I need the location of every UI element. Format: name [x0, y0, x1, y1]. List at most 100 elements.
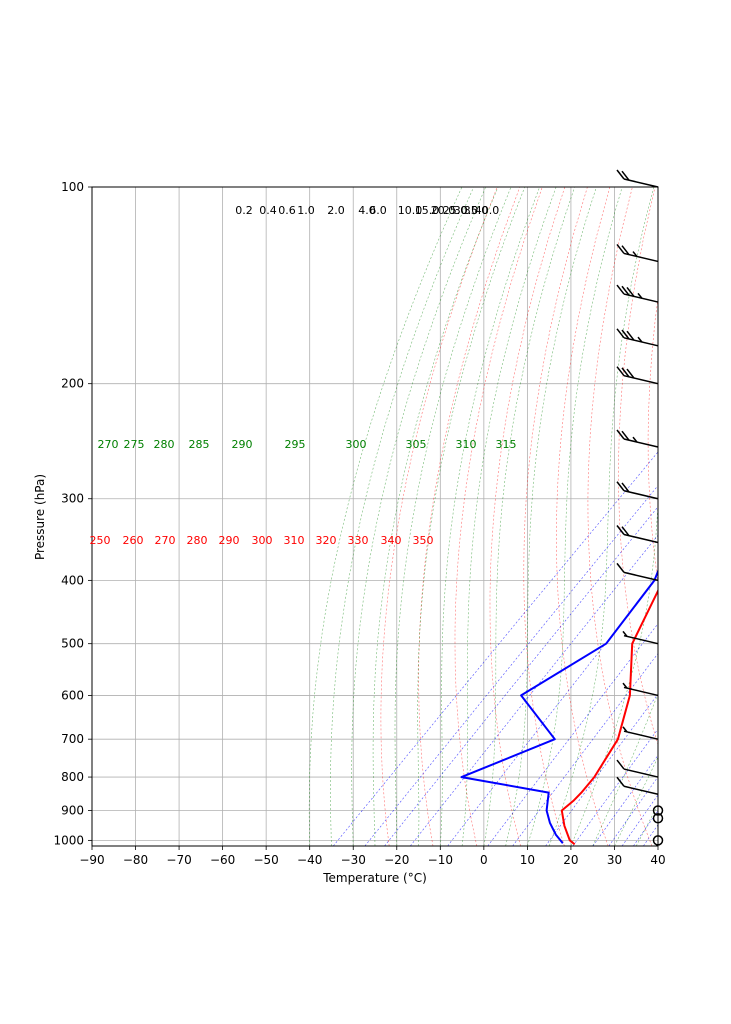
barb-feather — [616, 759, 625, 770]
wind-barb — [622, 630, 659, 645]
wind-barb — [616, 169, 659, 188]
mixing-ratio-label: 4.0 — [358, 204, 376, 217]
barb-feather — [616, 776, 625, 787]
mixing-ratio-line — [633, 810, 658, 846]
dry-adiabat-line — [489, 187, 566, 846]
moist-adiabat-label: 295 — [285, 438, 306, 451]
y-tick-label: 900 — [61, 803, 84, 817]
mixing-ratio-line — [410, 534, 658, 846]
barb-feather — [616, 284, 625, 295]
y-tick-label: 100 — [61, 180, 84, 194]
dry-adiabat-label: 250 — [90, 534, 111, 547]
dry-adiabat-line — [618, 187, 658, 746]
dry-adiabat-label: 340 — [381, 534, 402, 547]
mixing-ratio-line — [333, 451, 658, 846]
wind-barb — [652, 813, 664, 824]
mixing-ratio-line — [592, 754, 658, 846]
wind-barb — [616, 243, 659, 263]
y-axis-title: Pressure (hPa) — [33, 474, 47, 560]
x-tick-label: −70 — [166, 853, 191, 867]
barb-feather — [626, 330, 635, 341]
dry-adiabat-label: 260 — [123, 534, 144, 547]
calm-circle — [652, 835, 664, 846]
barb-staff — [623, 686, 659, 697]
mixing-ratio-line — [608, 776, 658, 846]
y-tick-label: 600 — [61, 688, 84, 702]
barb-half-feather — [637, 292, 643, 299]
moist-adiabat-line — [614, 756, 658, 846]
x-tick-label: −30 — [341, 853, 366, 867]
barb-half-feather — [637, 336, 643, 343]
moist-adiabat-label: 310 — [456, 438, 477, 451]
dewpoint-profile-line — [460, 568, 658, 844]
mixing-ratio-line — [621, 794, 658, 846]
moist-adiabat-line — [417, 187, 526, 846]
barb-staff — [623, 634, 659, 645]
mixing-ratio-label: 20.0 — [431, 204, 456, 217]
calm-circle — [652, 805, 664, 816]
dry-adiabat-label: 270 — [155, 534, 176, 547]
wind-barb — [652, 805, 664, 816]
moist-adiabat-line — [505, 187, 597, 846]
barb-feather — [621, 170, 630, 181]
x-tick-label: −80 — [123, 853, 148, 867]
axis-ticks: −90 −80 −70 −60 −50 −40 −30 −20 −10 0 10 20 30 40 100 2… — [53, 180, 665, 867]
x-tick-label: −50 — [253, 853, 278, 867]
moist-adiabat-line — [394, 187, 512, 846]
barb-feather — [621, 430, 630, 441]
dry-adiabat-line — [677, 187, 731, 846]
wind-barbs — [616, 169, 664, 846]
mixing-ratio-label: 2.0 — [327, 204, 345, 217]
barb-feather — [621, 285, 630, 296]
dry-adiabat-line — [454, 187, 543, 846]
mixing-ratio-label: 30.0 — [454, 204, 479, 217]
wind-barb — [616, 284, 659, 303]
moist-adiabat-label: 275 — [124, 438, 145, 451]
moist-adiabat-line — [570, 498, 658, 846]
moist-adiabat-label: 285 — [189, 438, 210, 451]
barb-feather — [616, 562, 625, 573]
barb-feather — [626, 368, 635, 379]
dry-adiabat-label: 290 — [219, 534, 240, 547]
wind-barb — [616, 481, 659, 500]
wind-barb — [622, 682, 659, 697]
dry-adiabat-label: 350 — [413, 534, 434, 547]
x-tick-label: −20 — [384, 853, 409, 867]
x-tick-label: −10 — [428, 853, 453, 867]
barb-feather — [626, 286, 635, 297]
wind-barb — [616, 759, 659, 778]
barb-staff — [623, 252, 659, 263]
y-tick-label: 1000 — [53, 833, 84, 847]
barb-staff — [623, 768, 659, 778]
barb-staff — [623, 785, 659, 795]
mixing-ratio-label: 35.0 — [464, 204, 489, 217]
mixing-ratio-label: 0.2 — [235, 204, 253, 217]
barb-half-feather — [622, 726, 628, 733]
mixing-ratio-label: 0.4 — [259, 204, 277, 217]
barb-staff — [623, 374, 659, 385]
wind-barb — [616, 429, 659, 448]
mixing-ratio-label: 6.0 — [369, 204, 387, 217]
wind-barb — [616, 562, 659, 582]
barb-feather — [621, 482, 630, 493]
dry-adiabat-label: 320 — [316, 534, 337, 547]
y-tick-label: 300 — [61, 492, 84, 506]
moist-adiabat-line — [351, 187, 486, 846]
moist-adiabat-line — [657, 845, 658, 846]
moist-adiabat-label: 290 — [232, 438, 253, 451]
background-labels: 0.2 0.4 0.6 1.0 2.0 4.06.0 10.015.020.025.030.… — [90, 204, 517, 547]
moist-adiabat-line — [483, 187, 575, 846]
barb-half-feather — [632, 436, 638, 443]
x-tick-label: 10 — [520, 853, 535, 867]
moist-adiabat-line — [548, 187, 655, 846]
barb-feather — [616, 169, 625, 180]
moist-adiabat-line — [461, 187, 557, 846]
y-tick-label: 500 — [61, 637, 84, 651]
moist-adiabat-line — [308, 187, 463, 846]
dry-adiabat-label: 310 — [284, 534, 305, 547]
mixing-ratio-line — [572, 728, 658, 846]
barb-feather — [621, 526, 630, 537]
barb-feather — [621, 245, 630, 256]
mixing-ratio-label: 0.6 — [278, 204, 296, 217]
wind-barb — [616, 776, 659, 795]
